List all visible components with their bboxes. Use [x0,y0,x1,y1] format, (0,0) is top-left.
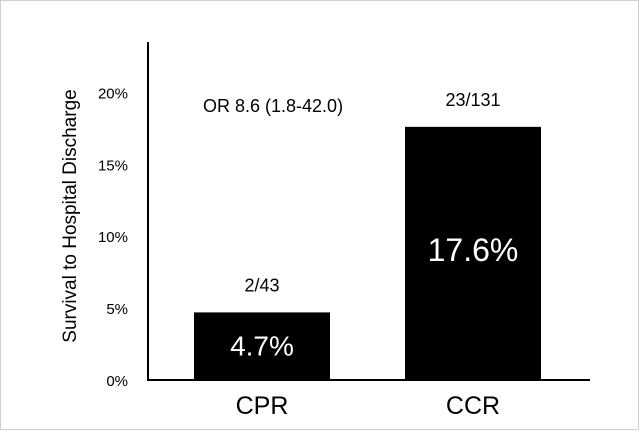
x-category-label: CCR [446,392,500,420]
y-tick-label: 0% [106,373,128,390]
y-tick-label: 15% [98,157,128,174]
x-category-label: CPR [236,392,289,420]
bar-ccr [405,126,541,380]
bar-count-label: 23/131 [445,90,500,110]
bar-value-label: 17.6% [428,232,519,268]
bar-value-label: 4.7% [230,330,294,361]
y-tick-label: 20% [98,85,128,102]
y-tick-label: 10% [98,229,128,246]
bar-count-label: 2/43 [244,275,279,295]
odds-ratio-annotation: OR 8.6 (1.8-42.0) [203,96,344,116]
bar-cpr [194,312,330,380]
y-tick-label: 5% [106,301,128,318]
